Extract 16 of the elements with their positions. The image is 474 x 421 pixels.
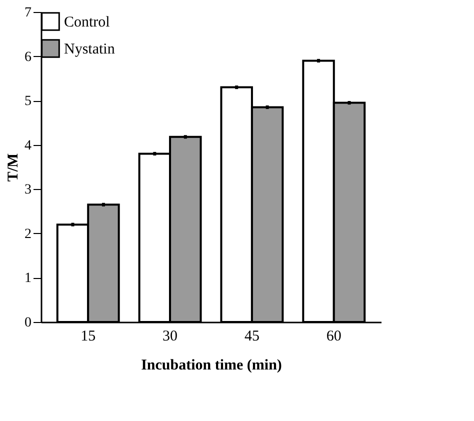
y-tick-label: 4 [24, 138, 32, 154]
x-axis-title: Incubation time (min) [141, 358, 282, 374]
y-tick-label: 1 [24, 271, 32, 286]
legend-label: Control [64, 14, 110, 30]
y-tick-label: 7 [24, 6, 32, 20]
y-tick-label: 2 [24, 226, 32, 242]
x-tick-label: 15 [80, 328, 96, 344]
y-tick-label: 0 [24, 316, 32, 330]
x-tick-label: 60 [326, 328, 342, 344]
legend-label: Nystatin [64, 42, 116, 58]
y-axis-title: T/M [6, 153, 22, 182]
x-tick-label: 30 [162, 328, 178, 344]
y-tick-label: 5 [24, 94, 32, 110]
y-tick-label: 6 [24, 50, 32, 65]
x-tick-label: 45 [244, 328, 260, 344]
y-tick-label: 3 [24, 182, 32, 198]
